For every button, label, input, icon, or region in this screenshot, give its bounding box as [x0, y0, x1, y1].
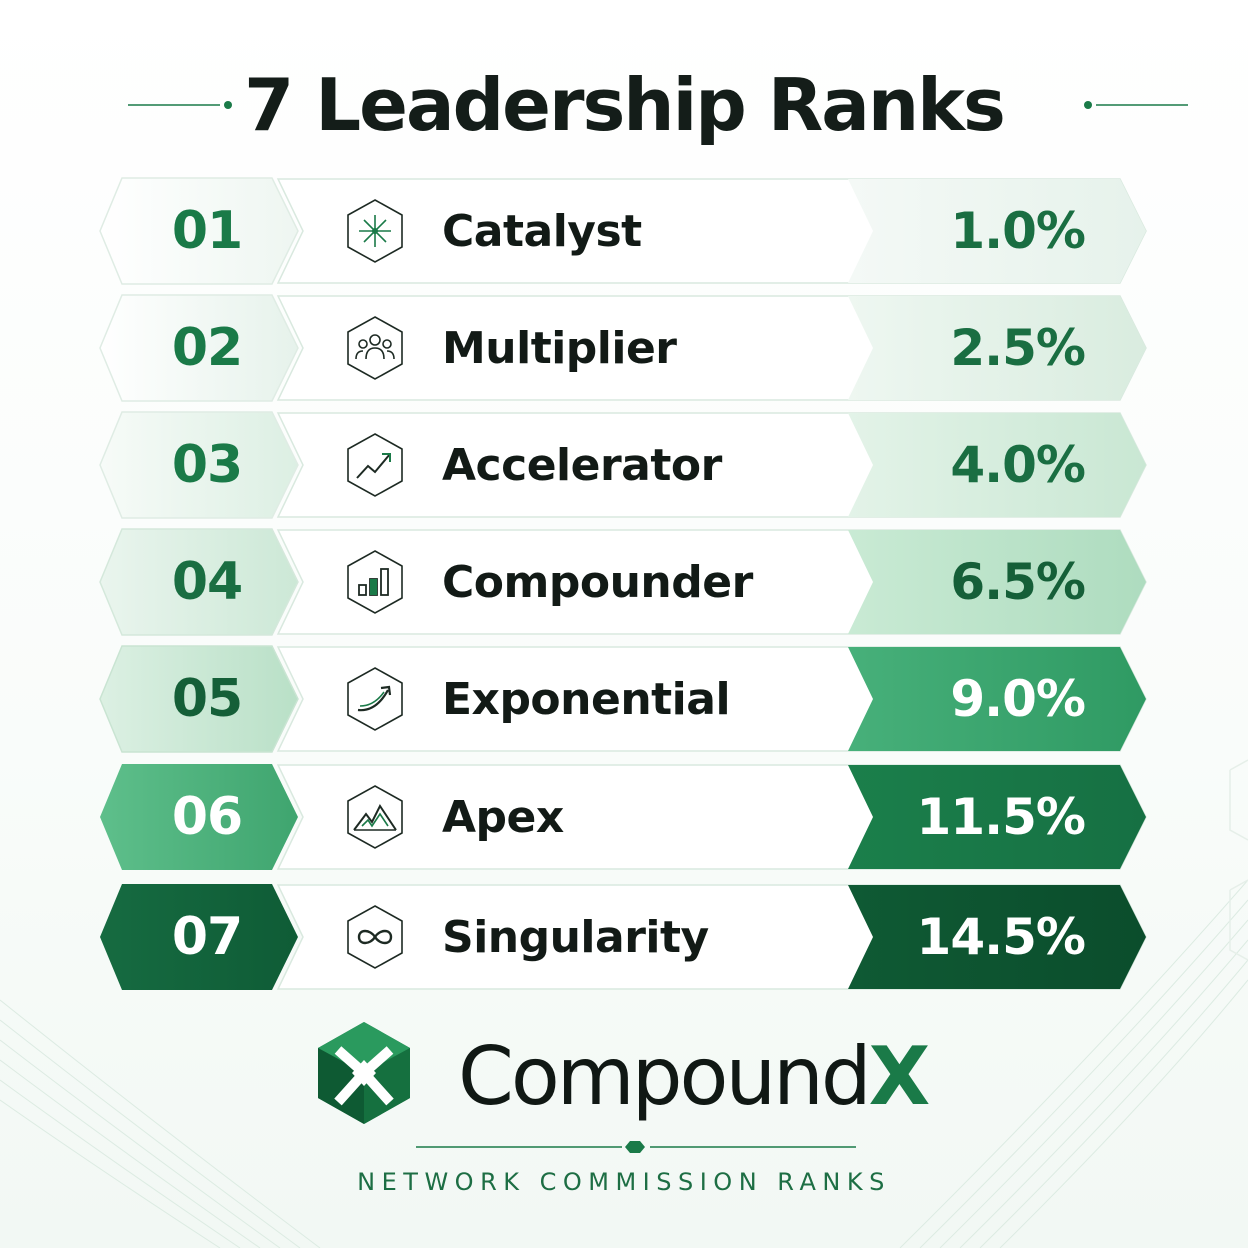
rank-number: 01: [171, 201, 243, 261]
page-title: 7 Leadership Ranks: [244, 63, 1006, 147]
rank-number: 07: [171, 907, 243, 967]
rank-row-shape: [99, 645, 1147, 753]
tagline: NETWORK COMMISSION RANKS: [357, 1168, 891, 1196]
rank-row-shape: [100, 764, 1147, 870]
trend-up-icon: [342, 432, 408, 498]
rank-row: 05 Exponential 9.0%: [99, 645, 1148, 753]
curve-arrow-icon: [342, 666, 408, 732]
rank-row: 01 Catalyst 1.0%: [99, 177, 1148, 285]
sparkle-icon: [342, 198, 408, 264]
brand-divider: [416, 1141, 856, 1153]
rank-name: Exponential: [442, 673, 731, 725]
rank-name: Accelerator: [442, 439, 722, 491]
rank-number: 02: [171, 318, 243, 378]
rank-row-shape: [99, 411, 1147, 519]
rank-number: 03: [171, 435, 243, 495]
rank-name: Apex: [442, 791, 564, 843]
rank-name: Singularity: [442, 911, 709, 963]
rank-name: Compounder: [442, 556, 753, 608]
rank-name: Multiplier: [442, 322, 677, 374]
rank-percent: 1.0%: [950, 202, 1086, 260]
title-decoration-left: [128, 101, 232, 109]
rank-number: 06: [171, 787, 243, 847]
rank-number: 05: [171, 669, 243, 729]
rank-percent: 9.0%: [950, 670, 1086, 728]
rank-row-shape: [99, 177, 1147, 285]
infinity-icon: [342, 904, 408, 970]
rank-name: Catalyst: [442, 205, 642, 257]
rank-row: 02 Multiplier 2.5%: [99, 294, 1148, 402]
rank-percent: 11.5%: [916, 788, 1086, 846]
brand-name: Compound X: [458, 1028, 931, 1124]
rank-row-shape: [99, 294, 1147, 402]
rank-number: 04: [171, 552, 243, 612]
title-area: 7 Leadership Ranks: [0, 58, 1248, 153]
mountain-icon: [342, 784, 408, 850]
rank-percent: 14.5%: [916, 908, 1086, 966]
rank-row: 04 Compounder 6.5%: [99, 528, 1148, 636]
rank-percent: 4.0%: [950, 436, 1086, 494]
rank-row: 03 Accelerator 4.0%: [99, 411, 1148, 519]
rank-row: 06 Apex 11.5%: [100, 764, 1148, 870]
rank-percent: 6.5%: [950, 553, 1086, 611]
group-icon: [342, 315, 408, 381]
rank-row-shape: [100, 884, 1147, 990]
brand-name-text: Compound: [458, 1029, 872, 1123]
rank-percent: 2.5%: [950, 319, 1086, 377]
rank-row-shape: [99, 528, 1147, 636]
bar-chart-icon: [342, 549, 408, 615]
rank-row: 07 Singularity 14.5%: [100, 884, 1148, 990]
compoundx-logo-icon: [318, 1022, 410, 1124]
title-decoration-right: [1084, 101, 1188, 109]
brand-name-suffix: X: [868, 1029, 931, 1123]
